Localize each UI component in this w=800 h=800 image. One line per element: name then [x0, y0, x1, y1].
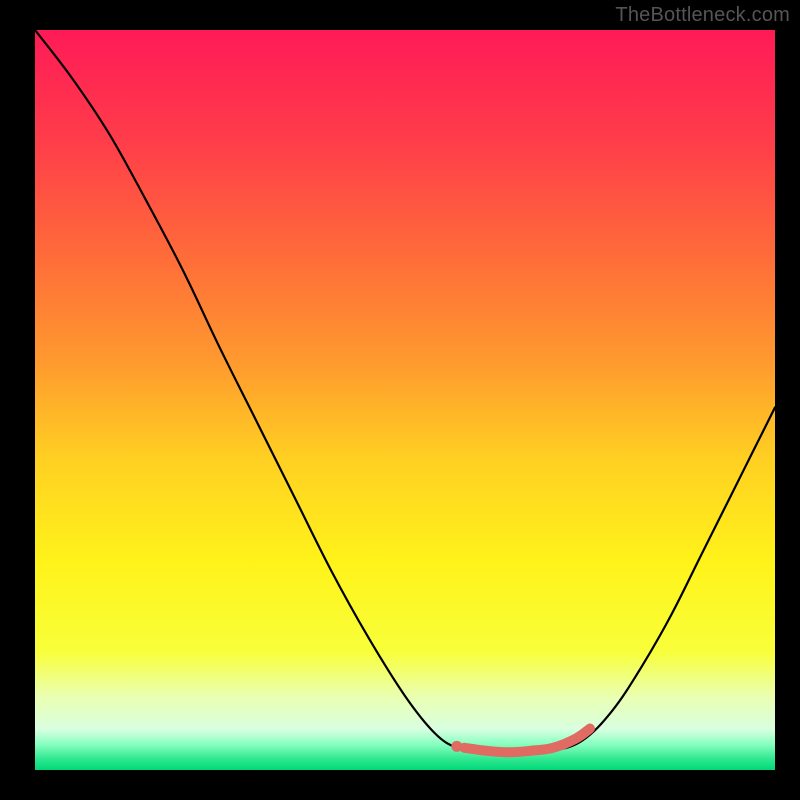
chart-background [35, 30, 775, 770]
canvas: TheBottleneck.com [0, 0, 800, 800]
plot-area [35, 30, 775, 770]
chart-svg [35, 30, 775, 770]
watermark-text: TheBottleneck.com [615, 4, 790, 27]
marker-dot [451, 741, 462, 752]
